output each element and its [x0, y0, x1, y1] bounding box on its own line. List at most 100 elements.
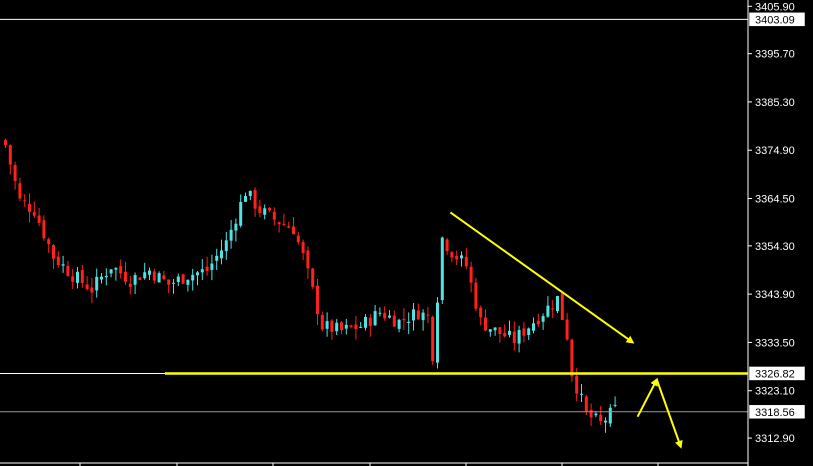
candle-body — [450, 252, 454, 258]
candle-body — [412, 309, 415, 321]
candle-body — [32, 212, 36, 216]
candle-body — [148, 270, 151, 275]
candle-body — [143, 272, 147, 279]
candle-body — [512, 331, 516, 344]
candle-body — [8, 145, 12, 165]
candle-body — [320, 315, 324, 330]
candle-body — [599, 414, 603, 422]
candle-body — [392, 315, 396, 327]
candle-body — [76, 271, 79, 283]
candle-body — [455, 255, 459, 260]
candle-body — [508, 330, 511, 335]
candle-body — [52, 245, 55, 259]
candle-body — [200, 269, 204, 273]
candle-body — [325, 321, 329, 329]
candle-body — [224, 240, 228, 252]
candle-body — [421, 312, 425, 321]
candle-body — [186, 279, 190, 285]
candle-body — [244, 195, 247, 202]
candle-body — [80, 269, 84, 283]
candle-body — [128, 283, 132, 287]
candle-body — [296, 235, 300, 243]
candle-body — [61, 264, 65, 266]
candle-body — [474, 282, 478, 309]
candle-body — [388, 315, 391, 318]
candle-body — [162, 275, 166, 280]
candle-body — [287, 226, 291, 228]
candle-body — [431, 316, 435, 362]
candle-body — [42, 220, 46, 239]
annotation-arrow[interactable] — [655, 379, 683, 449]
candle-body — [205, 266, 209, 272]
candle-body — [532, 323, 535, 331]
candle-body — [181, 274, 185, 284]
candle-body — [604, 420, 607, 423]
candle-body — [570, 339, 574, 377]
candle-body — [47, 239, 51, 245]
candle-body — [484, 317, 487, 331]
price-tick-label: 3395.70 — [755, 49, 795, 61]
price-axis: 3405.90 3395.70 3385.30 3374.90 3364.50 3354.… — [748, 1, 795, 445]
candle-body — [263, 208, 267, 215]
candle-body — [407, 321, 411, 323]
candle-body — [37, 215, 41, 223]
candle-body — [104, 275, 108, 278]
candle-body — [378, 312, 382, 314]
candle-body — [359, 326, 363, 328]
candle-body — [248, 190, 252, 196]
price-tick-label: 3374.90 — [755, 145, 795, 157]
candle-body — [124, 271, 127, 282]
candle-body — [584, 396, 588, 412]
candle-body — [613, 404, 617, 406]
candle-body — [580, 393, 583, 395]
candle-body — [95, 276, 99, 291]
price-tick-label: 3323.10 — [755, 386, 795, 398]
candle-body — [196, 272, 199, 276]
candle-body — [589, 409, 593, 418]
annotation-arrow[interactable] — [636, 377, 658, 418]
candle-body — [268, 207, 271, 211]
price-tag-box — [748, 404, 806, 420]
candle-body — [114, 268, 118, 270]
candle-body — [464, 256, 468, 267]
candle-body — [157, 273, 161, 283]
candle-body — [368, 317, 372, 326]
candle-body — [28, 203, 31, 212]
candle-body — [90, 287, 94, 293]
candle-body — [560, 293, 564, 320]
candle-body — [493, 327, 497, 331]
candle-body — [229, 229, 233, 241]
candle-body — [445, 239, 449, 252]
candle-body — [152, 271, 156, 281]
candle-body — [167, 279, 171, 285]
candle-body — [172, 282, 175, 284]
candle-body — [234, 223, 238, 231]
candle-body — [23, 200, 27, 202]
candle-body — [239, 201, 243, 226]
candle-body — [556, 296, 559, 312]
candle-body — [210, 263, 214, 270]
price-tag-box — [748, 12, 806, 27]
candles-group — [4, 138, 617, 433]
price-tick-label: 3354.30 — [755, 241, 795, 253]
candle-body — [133, 275, 137, 285]
price-tick-label: 3364.50 — [755, 194, 795, 206]
candle-body — [330, 320, 334, 332]
candle-body — [340, 322, 343, 330]
price-tick-label: 3405.90 — [755, 1, 795, 13]
price-tags-group: 3403.09 3326.82 3318.56 — [748, 12, 806, 420]
candle-body — [383, 312, 387, 319]
annotation-arrow[interactable] — [449, 211, 635, 344]
candle-body — [119, 265, 123, 274]
price-tick-label: 3312.90 — [755, 433, 795, 445]
candle-body — [85, 284, 89, 290]
candle-body — [541, 316, 545, 322]
candle-body — [608, 407, 612, 424]
candle-body — [373, 311, 377, 326]
candle-body — [364, 316, 367, 328]
candle-body — [522, 328, 526, 336]
candle-body — [440, 237, 444, 301]
candle-body — [498, 327, 502, 334]
